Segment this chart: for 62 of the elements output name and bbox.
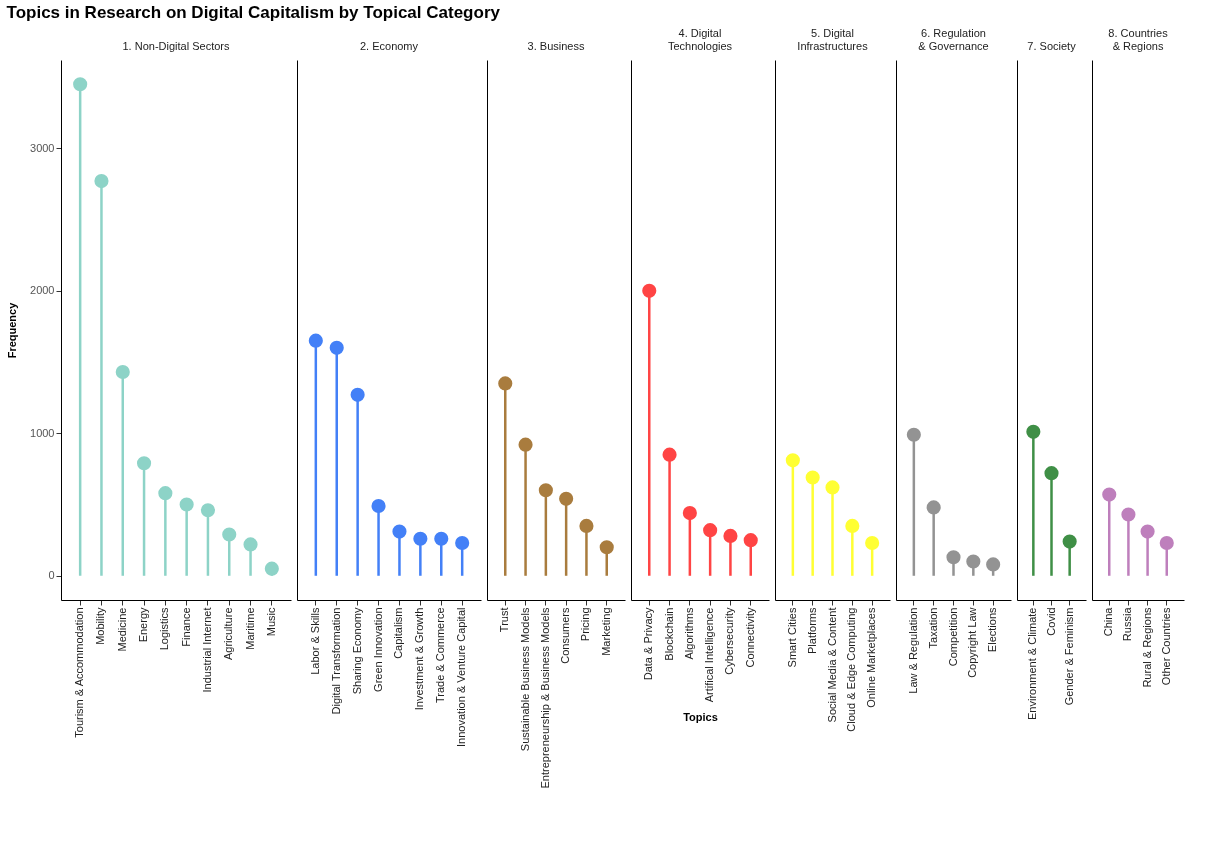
x-tick-label: Law & Regulation bbox=[906, 607, 919, 694]
x-tick-label: Social Media & Content bbox=[825, 607, 838, 723]
x-tick-label: Sustainable Business Models bbox=[518, 607, 531, 752]
x-tick-label: Platforms bbox=[805, 607, 818, 654]
chart-subtitle: 5. Digital Infrastructures bbox=[797, 27, 869, 52]
y-tick-label: 2000 bbox=[30, 284, 55, 297]
chart-subtitle: 3. Business bbox=[527, 40, 585, 52]
x-tick-label: Elections bbox=[986, 607, 999, 653]
chart-subtitle: 6. Regulation & Governance bbox=[918, 27, 989, 52]
x-tick-label: Energy bbox=[137, 607, 150, 643]
x-tick-label: Consumers bbox=[559, 607, 572, 664]
x-tick-label: Digital Transformation bbox=[329, 607, 342, 715]
x-tick-label: Online Marketplaces bbox=[865, 607, 878, 708]
x-tick-label: Data & Privacy bbox=[642, 607, 655, 681]
chart-subtitle: 8. Countries & Regions bbox=[1108, 27, 1169, 52]
x-tick-label: Copyright Law bbox=[966, 607, 979, 678]
y-axis-title: Frequency bbox=[6, 301, 19, 359]
x-tick-label: Trade & Commerce bbox=[434, 607, 447, 704]
x-tick-label: Industrial Internet bbox=[200, 607, 213, 693]
x-tick-label: China bbox=[1102, 606, 1115, 637]
x-tick-label: Capitalism bbox=[392, 607, 405, 659]
x-tick-label: Environment & Climate bbox=[1026, 607, 1039, 720]
x-tick-label: Logistics bbox=[158, 607, 171, 651]
x-tick-label: Pricing bbox=[579, 607, 592, 642]
x-tick-label: Covid bbox=[1044, 607, 1057, 636]
y-tick-label: 3000 bbox=[30, 141, 55, 154]
x-tick-label: Algorithms bbox=[682, 607, 695, 660]
x-tick-label: Music bbox=[264, 607, 277, 637]
x-tick-label: Trust bbox=[498, 607, 511, 633]
x-tick-label: Medicine bbox=[115, 607, 128, 652]
x-tick-label: Mobility bbox=[94, 607, 107, 645]
x-axis-title: Topics bbox=[683, 711, 718, 724]
chart-subtitle: 2. Economy bbox=[359, 40, 419, 52]
x-tick-label: Maritime bbox=[243, 607, 256, 650]
x-tick-label: Labor & Skills bbox=[308, 607, 321, 675]
x-tick-label: Cybersecurity bbox=[723, 607, 736, 675]
y-tick-label: 0 bbox=[48, 569, 55, 582]
x-tick-label: Finance bbox=[179, 607, 192, 647]
chart-subtitle: 1. Non-Digital Sectors bbox=[122, 40, 230, 52]
x-tick-label: Gender & Feminism bbox=[1062, 607, 1075, 706]
x-tick-label: Agriculture bbox=[222, 607, 235, 661]
x-tick-label: Investment & Growth bbox=[413, 607, 426, 711]
x-tick-label: Cloud & Edge Computing bbox=[845, 607, 858, 732]
x-tick-label: Taxation bbox=[926, 607, 939, 649]
chart-subtitle: 4. Digital Technologies bbox=[667, 27, 733, 52]
x-tick-label: Blockchain bbox=[662, 607, 675, 661]
x-tick-label: Other Countries bbox=[1159, 607, 1172, 686]
x-tick-label: Competition bbox=[946, 607, 959, 667]
x-tick-label: Marketing bbox=[599, 607, 612, 656]
x-tick-label: Tourism & Accommodation bbox=[73, 607, 86, 738]
chart-subtitle: 7. Society bbox=[1027, 40, 1077, 52]
x-tick-label: Innovation & Venture Capital bbox=[455, 607, 468, 747]
x-tick-label: Entrepreneurship & Business Models bbox=[538, 607, 551, 789]
x-tick-label: Sharing Economy bbox=[350, 607, 363, 695]
x-tick-label: Smart Cities bbox=[785, 607, 798, 668]
y-tick-label: 1000 bbox=[30, 426, 55, 439]
x-tick-label: Russia bbox=[1121, 606, 1134, 642]
x-tick-label: Green Innovation bbox=[371, 607, 384, 692]
x-tick-label: Artifical Intelligence bbox=[703, 607, 716, 703]
chart-title: Topics in Research on Digital Capitalism by Topical Category bbox=[6, 3, 501, 22]
x-tick-label: Rural & Regions bbox=[1140, 607, 1153, 688]
x-tick-label: Connectivity bbox=[743, 607, 756, 668]
